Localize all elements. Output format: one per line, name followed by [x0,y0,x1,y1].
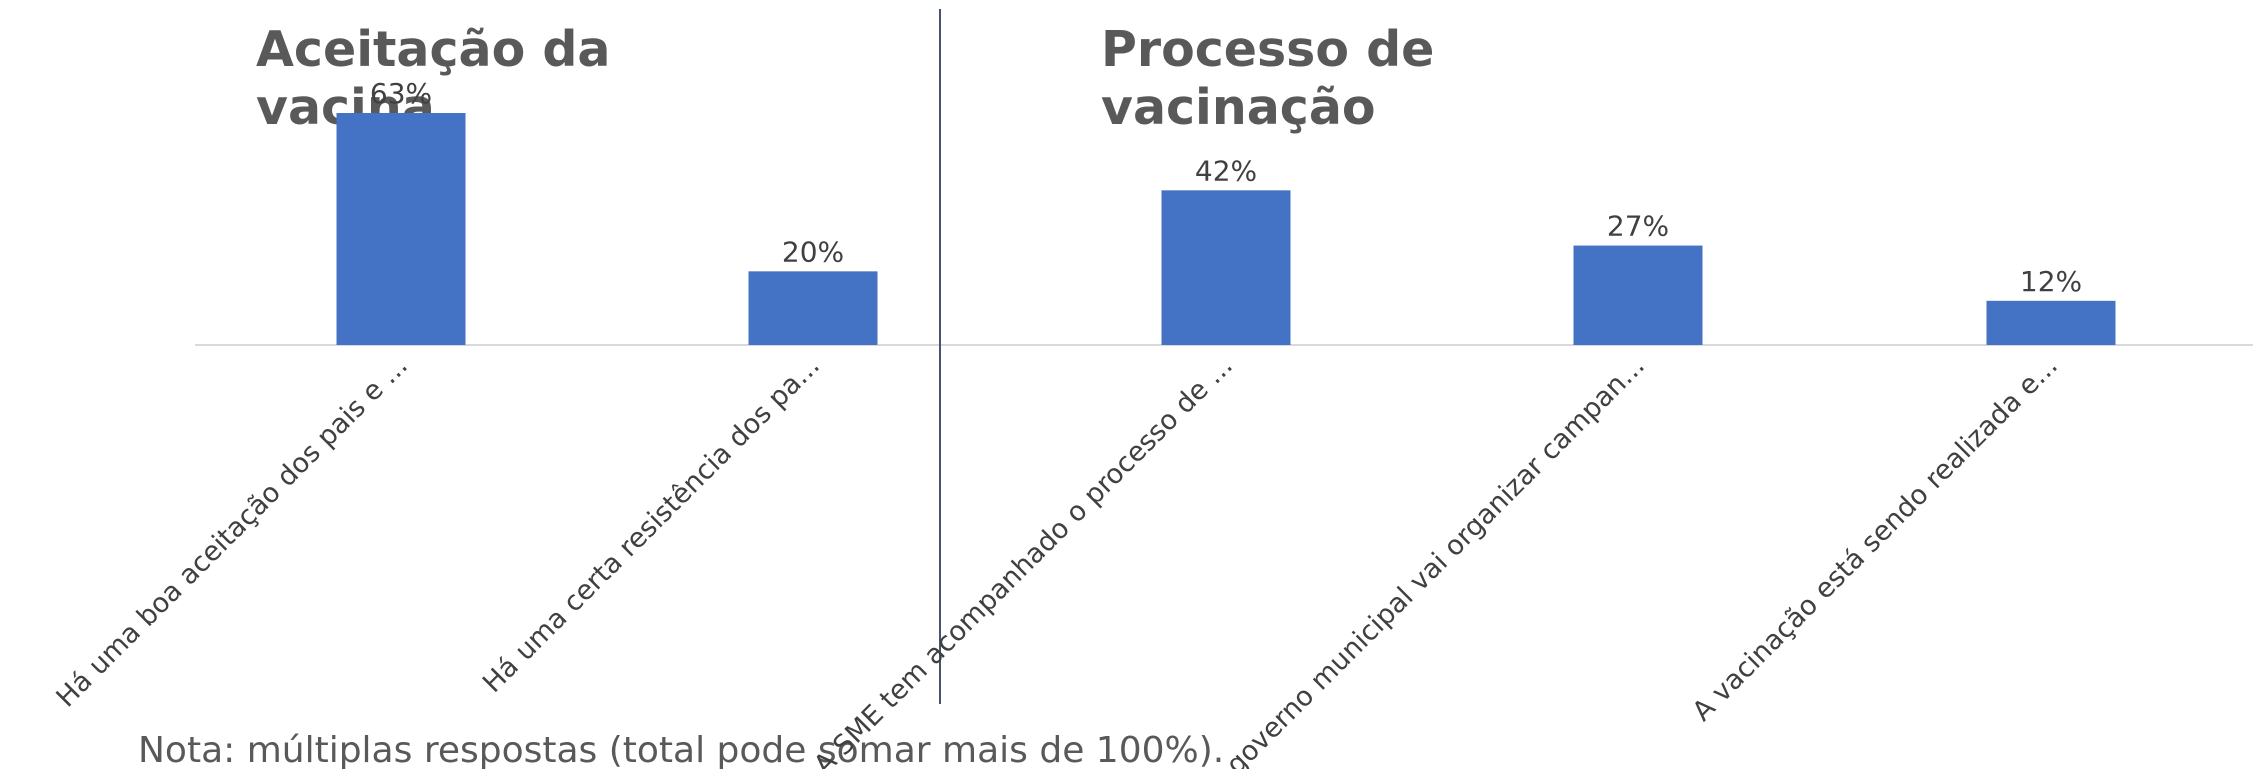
bar [1986,300,2116,345]
category-label: Há uma certa resistência dos pa... [477,350,826,699]
value-label: 20% [782,235,844,268]
note: Nota: múltiplas respostas (total pode so… [138,730,1224,769]
section-title: Aceitação da [256,21,610,78]
bar [1573,245,1703,345]
bar [1161,190,1291,345]
section-title: Processo de [1101,21,1434,78]
category-label: A SME tem acompanhado o processo de ... [808,350,1239,769]
value-label: 12% [2020,265,2082,298]
value-label: 42% [1195,154,1257,187]
category-label: O governo municipal vai organizar campan… [1199,350,1651,769]
bar [336,113,466,345]
bar [748,271,878,345]
value-label: 27% [1607,210,1669,243]
section-title: vacinação [1101,79,1376,136]
category-label: Há uma boa aceitação dos pais e ... [51,350,414,713]
category-label: A vacinação está sendo realizada e... [1687,350,2064,727]
value-label: 63% [370,77,432,110]
